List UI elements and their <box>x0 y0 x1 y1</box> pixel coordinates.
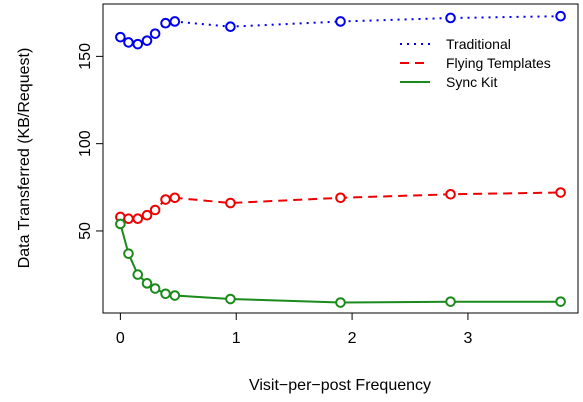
data-point <box>555 10 566 22</box>
data-point <box>225 21 236 32</box>
data-point <box>160 17 171 29</box>
y-tick-label: 100 <box>77 130 94 157</box>
data-point <box>160 288 171 300</box>
data-point <box>225 197 236 209</box>
x-tick-label: 3 <box>463 330 472 347</box>
data-point <box>132 213 144 225</box>
data-point <box>445 188 456 200</box>
data-point <box>132 38 144 50</box>
x-tick-label: 0 <box>116 330 125 347</box>
legend-item-2: Sync Kit <box>400 74 497 90</box>
data-point <box>169 290 181 301</box>
plot-frame <box>102 3 579 314</box>
data-point <box>169 16 181 27</box>
data-point <box>123 37 134 48</box>
data-point <box>149 28 161 39</box>
data-point <box>169 192 181 204</box>
legend-label: Flying Templates <box>446 55 551 71</box>
x-axis-title: Visit−per−post Frequency <box>249 377 431 394</box>
series-1 <box>115 187 566 225</box>
data-point <box>123 213 134 225</box>
series-line <box>119 223 561 304</box>
data-point <box>141 209 153 221</box>
data-point <box>555 296 566 307</box>
series-2 <box>115 218 566 308</box>
y-axis-title: Data Transferred (KB/Request) <box>16 48 33 269</box>
data-point <box>225 293 236 305</box>
data-point <box>141 35 153 46</box>
legend-item-0: Traditional <box>400 36 511 52</box>
legend-label: Sync Kit <box>446 74 497 90</box>
data-point <box>132 269 144 280</box>
data-point <box>160 194 171 205</box>
data-point <box>335 297 346 308</box>
data-point <box>115 31 126 43</box>
data-point <box>445 296 456 307</box>
data-point <box>149 204 161 216</box>
data-point <box>335 192 346 204</box>
x-tick-label: 1 <box>232 330 241 347</box>
data-point <box>123 248 134 259</box>
data-point <box>141 278 153 289</box>
data-point <box>555 187 566 198</box>
y-tick-label: 150 <box>77 43 94 70</box>
data-point <box>335 16 346 27</box>
legend-label: Traditional <box>446 36 511 52</box>
data-point <box>445 12 456 24</box>
legend: Traditional Flying Templates Sync Kit <box>400 36 551 90</box>
x-tick-label: 2 <box>348 330 357 347</box>
y-tick-label: 50 <box>77 222 94 240</box>
data-point <box>149 283 161 294</box>
series-0 <box>115 10 566 50</box>
legend-item-1: Flying Templates <box>400 55 551 71</box>
data-point <box>115 218 126 230</box>
